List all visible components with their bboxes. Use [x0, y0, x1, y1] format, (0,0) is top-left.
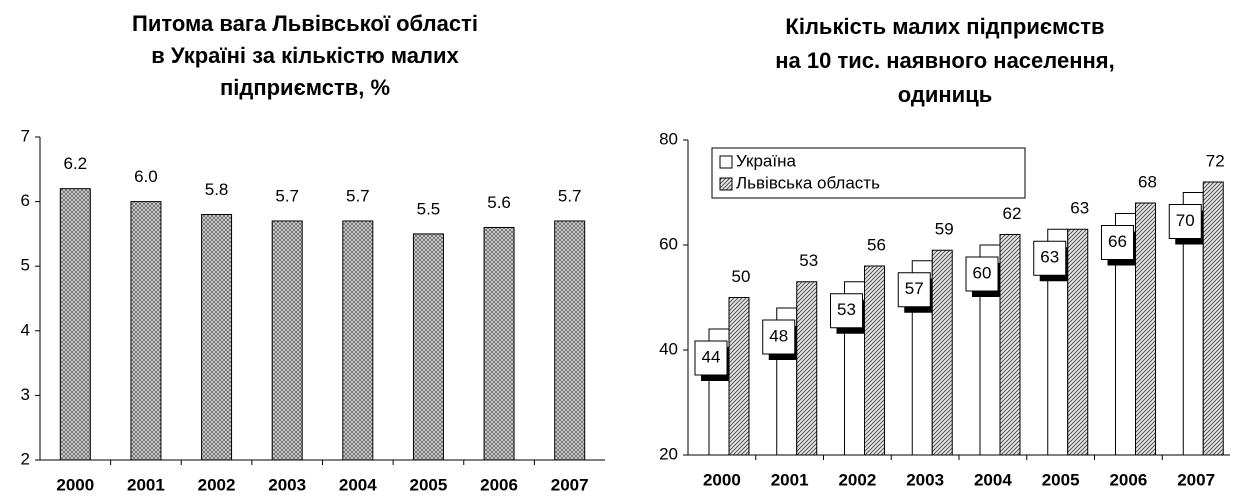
x-tick-label: 2002 [198, 475, 236, 494]
y-tick-label: 20 [659, 444, 678, 463]
value-label: 63 [1070, 199, 1089, 218]
chart-title: в Україні за кількістю малих [151, 43, 459, 68]
bar [999, 234, 1021, 456]
y-tick-label: 7 [21, 126, 30, 145]
legend-label: Львівська область [736, 173, 880, 192]
bar [728, 297, 750, 456]
value-label: 5.6 [487, 193, 511, 212]
label-box [1168, 204, 1202, 239]
label-box [830, 293, 863, 329]
value-label: 48 [769, 326, 788, 345]
value-label: 60 [973, 263, 992, 282]
value-label: 5.8 [205, 180, 229, 199]
legend-swatch [719, 155, 733, 169]
chart-title: підприємств, % [220, 75, 390, 100]
value-label: 44 [702, 347, 721, 366]
bar [271, 220, 303, 461]
chart-title: Кількість малих підприємств [785, 14, 1104, 39]
chart-title: на 10 тис. наявного населення, [775, 48, 1114, 73]
bar [483, 226, 515, 461]
bar [554, 220, 586, 461]
y-tick-label: 6 [21, 191, 30, 210]
bar [931, 249, 953, 456]
y-tick-label: 40 [659, 339, 678, 358]
value-label: 72 [1206, 151, 1225, 170]
chart-title: Питома вага Львівської області [132, 11, 478, 36]
value-label: 59 [935, 220, 954, 239]
value-label: 62 [1003, 204, 1022, 223]
y-tick-label: 2 [21, 449, 30, 468]
x-tick-label: 2005 [1042, 470, 1080, 489]
x-tick-label: 2001 [127, 475, 165, 494]
legend-box [711, 147, 1026, 199]
bar [1067, 228, 1089, 456]
y-tick-label: 3 [21, 385, 30, 404]
value-label: 68 [1138, 172, 1157, 191]
chart-title: одиниць [898, 82, 993, 107]
y-tick-label: 60 [659, 234, 678, 253]
value-label: 5.7 [346, 186, 370, 205]
x-tick-label: 2006 [480, 475, 518, 494]
x-tick-label: 2000 [703, 470, 741, 489]
value-label: 53 [799, 251, 818, 270]
value-label: 56 [867, 235, 886, 254]
x-tick-label: 2003 [268, 475, 306, 494]
y-tick-label: 4 [21, 320, 30, 339]
x-tick-label: 2004 [974, 470, 1012, 489]
value-label: 6.0 [134, 167, 158, 186]
label-box [1101, 225, 1134, 260]
y-tick-label: 5 [21, 256, 30, 275]
x-tick-label: 2007 [551, 475, 589, 494]
x-tick-label: 2007 [1177, 470, 1215, 489]
x-tick-label: 2002 [838, 470, 876, 489]
bar [59, 188, 91, 461]
y-tick-label: 80 [659, 129, 678, 148]
x-tick-label: 2006 [1109, 470, 1147, 489]
value-label: 70 [1176, 211, 1195, 230]
x-tick-label: 2001 [771, 470, 809, 489]
label-box [762, 319, 796, 355]
label-box [897, 272, 931, 308]
value-label: 63 [1040, 248, 1059, 267]
value-label: 66 [1108, 232, 1127, 251]
label-box [965, 256, 999, 292]
bar [1202, 181, 1224, 456]
value-label: 53 [837, 300, 856, 319]
value-label: 5.7 [558, 186, 582, 205]
label-box [1033, 240, 1067, 276]
value-label: 5.5 [417, 199, 441, 218]
value-label: 50 [732, 267, 751, 286]
bar [412, 233, 444, 461]
value-label: 57 [905, 279, 924, 298]
x-tick-label: 2003 [906, 470, 944, 489]
bar [130, 201, 162, 461]
value-label: 6.2 [63, 154, 87, 173]
bar [201, 214, 233, 461]
bar [864, 265, 885, 456]
legend-swatch [719, 177, 733, 191]
bar [1135, 202, 1156, 456]
value-label: 5.7 [275, 186, 299, 205]
x-tick-label: 2005 [410, 475, 448, 494]
bar [342, 220, 374, 461]
legend-label: Україна [736, 151, 796, 170]
x-tick-label: 2004 [339, 475, 377, 494]
bar [796, 281, 818, 456]
label-box [694, 340, 728, 376]
x-tick-label: 2000 [56, 475, 94, 494]
